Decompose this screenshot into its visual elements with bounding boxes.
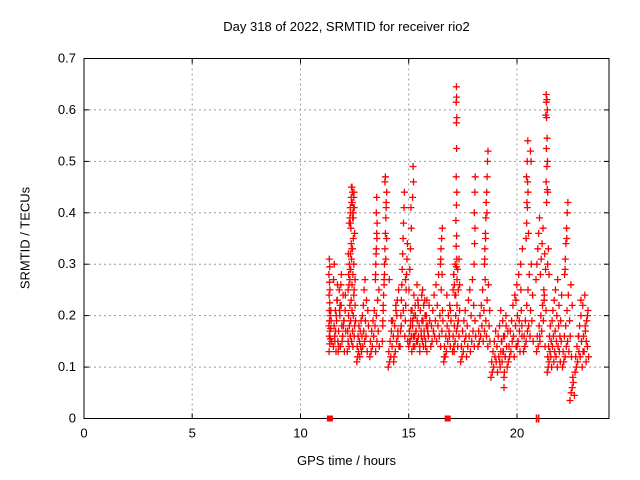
- x-tick-label: 20: [510, 426, 524, 441]
- y-tick-label: 0.6: [58, 102, 76, 117]
- y-tick-label: 0.3: [58, 256, 76, 271]
- baseline-marker-square: [444, 415, 451, 422]
- y-tick-label: 0: [69, 411, 76, 426]
- y-tick-label: 0.4: [58, 205, 76, 220]
- x-tick-label: 0: [80, 426, 87, 441]
- y-tick-label: 0.1: [58, 359, 76, 374]
- baseline-marker-tick: [535, 414, 538, 423]
- y-tick-label: 0.5: [58, 153, 76, 168]
- y-tick-label: 0.7: [58, 51, 76, 66]
- x-tick-label: 10: [293, 426, 307, 441]
- x-axis-label: GPS time / hours: [297, 453, 396, 468]
- x-tick-label: 15: [401, 426, 415, 441]
- y-axis-label: SRMTID / TECUs: [17, 186, 33, 290]
- plot-border: [83, 58, 610, 419]
- data-points: [325, 83, 593, 404]
- y-tick-label: 0.2: [58, 308, 76, 323]
- chart-title: Day 318 of 2022, SRMTID for receiver rio…: [223, 19, 470, 34]
- baseline-marker-tick: [537, 414, 540, 423]
- baseline-marker-square: [326, 415, 333, 422]
- x-tick-label: 5: [189, 426, 196, 441]
